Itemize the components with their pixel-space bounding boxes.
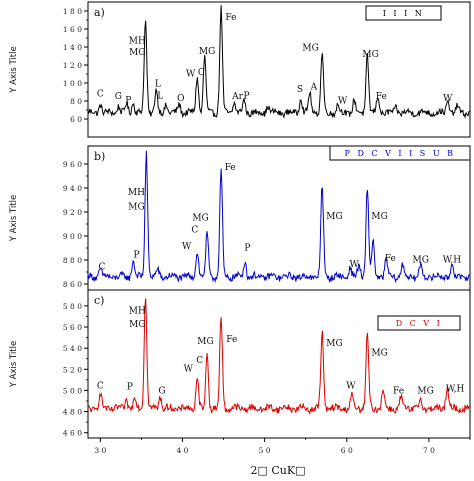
peak-annotation: Fe [376,92,387,102]
y-tick-label: 6 0 [70,115,82,124]
peak-annotation: L [157,91,163,101]
peak-annotation: W [186,70,196,80]
peak-annotation: W [346,381,356,391]
y-axis-title: Y Axis Title [9,46,19,93]
peak-annotation: W,H [443,255,462,265]
peak-annotation: W,H [446,384,465,394]
y-tick-label: 5 0 0 [63,386,82,395]
y-axis-title: Y Axis Title [9,195,19,242]
legend-entry: I I I N [383,9,425,18]
x-tick-label: 7 0 [423,446,435,455]
peak-annotation: MG [417,387,433,397]
y-tick-label: 9 2 0 [63,208,82,217]
peak-annotation: C [97,381,104,391]
y-tick-label: 9 4 0 [63,184,82,193]
y-tick-label: 5 2 0 [63,365,82,374]
legend-box [365,5,442,21]
panel-label: c) [94,294,104,307]
peak-annotation: P [244,243,250,253]
x-tick-label: 6 0 [341,446,353,455]
peak-annotation: P [125,96,131,106]
peak-annotation: W [443,94,453,104]
y-tick-label: 8 8 0 [63,256,82,265]
peak-annotation: MG [413,255,429,265]
peak-annotation: C [97,90,104,100]
panel-label: b) [94,150,105,163]
peak-annotation: MG [371,212,387,222]
peak-annotation: W [350,260,360,270]
panel-b: 8 6 0 8 8 0 9 0 0 9 2 0 9 4 0 9 6 0 Y Axis Tit… [9,145,471,291]
y-tick-label: 8 6 0 [63,280,82,289]
peak-annotation: S [297,85,303,95]
plot-frame [87,1,471,138]
x-tick-label: 4 0 [177,446,189,455]
peak-annotation: MG [362,50,378,60]
peak-annotation: A [310,82,318,92]
peak-annotation: Fe [226,335,237,345]
peak-annotation: MH [129,306,146,316]
peak-annotation: P [244,91,250,101]
peak-annotation: MG [129,320,145,330]
peak-annotation: MG [199,47,215,57]
panel-c: 4 6 0 4 8 0 5 0 0 5 2 0 5 4 0 5 6 0 5 8 0 Y Axi… [9,289,471,439]
peak-annotation: MH [128,188,145,198]
peak-annotation: MH [129,36,146,46]
peak-annotation: L [155,80,161,90]
y-tick-label: 9 6 0 [63,160,82,169]
peak-annotation: G [158,387,165,397]
peak-annotation: W [184,364,194,374]
peak-annotation: C [196,356,203,366]
peak-annotation: MG [326,339,342,349]
y-tick-label: 1 6 0 [63,25,82,34]
peak-annotation: MG [371,349,387,359]
x-axis-label: 2□ CuK□ [251,464,306,477]
peak-annotation: W [182,242,192,252]
peak-annotation: C [191,225,198,235]
peak-annotation: MG [197,337,213,347]
peak-annotation: MG [326,212,342,222]
peak-annotation: C [198,68,205,78]
peak-annotation: O [177,94,184,104]
y-tick-label: 5 4 0 [63,344,82,353]
diffraction-trace [87,150,470,284]
y-tick-label: 5 8 0 [63,302,82,311]
peak-annotation: Ar [231,92,243,102]
panel-a: 6 0 8 0 1 0 0 1 2 0 1 4 0 1 6 0 1 8 0 Y Axis Ti… [9,1,471,138]
y-axis-title: Y Axis Title [9,341,19,388]
shared-x-axis: 3 0 4 0 5 0 6 0 7 0 [94,438,471,455]
legend-box [329,145,471,161]
y-tick-label: 1 2 0 [63,61,82,70]
peak-annotation: MG [302,44,318,54]
peak-annotation: Fe [393,387,404,397]
peak-annotation: MG [129,48,145,58]
peak-annotation: Fe [385,254,396,264]
y-tick-label: 4 8 0 [63,408,82,417]
y-tick-label: 8 0 [70,97,82,106]
peak-annotation: Fe [225,163,236,173]
legend-entry: P D C V I I S U B [345,149,456,158]
peak-annotation: Fe [225,13,236,23]
peak-annotation: P [127,382,133,392]
panel-label: a) [94,6,105,19]
y-tick-label: 1 4 0 [63,43,82,52]
peak-annotation: MG [128,203,144,213]
y-tick-label: 1 0 0 [63,79,82,88]
legend-entry: D C V I [396,319,443,328]
plot-frame [87,289,471,439]
peak-annotation: C [99,263,106,273]
x-tick-label: 5 0 [259,446,271,455]
y-tick-label: 9 0 0 [63,232,82,241]
y-tick-label: 4 6 0 [63,429,82,438]
diffraction-trace [87,5,470,120]
peak-annotation: P [133,251,139,261]
y-tick-label: 5 6 0 [63,323,82,332]
peak-annotation: G [115,92,122,102]
diffraction-trace [87,298,470,416]
x-tick-label: 3 0 [94,446,106,455]
legend-box [377,315,461,331]
y-tick-label: 1 8 0 [63,7,82,16]
peak-annotation: MG [192,213,208,223]
peak-annotation: W [338,97,348,107]
